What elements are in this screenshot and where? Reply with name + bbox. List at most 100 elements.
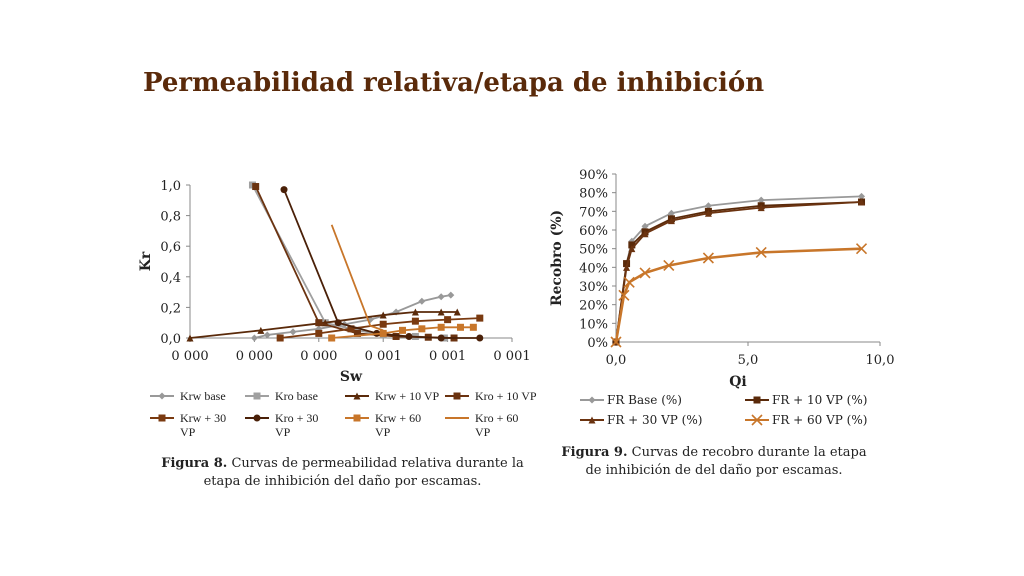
data-point xyxy=(444,316,452,324)
y-tick-label: 1,0 xyxy=(160,179,181,194)
data-point xyxy=(858,198,866,206)
series-4 xyxy=(610,243,868,348)
legend-swatch-marker xyxy=(253,392,261,400)
data-point xyxy=(379,320,387,328)
legend-label: Krw base xyxy=(180,389,226,403)
y-tick-label: 0% xyxy=(587,336,608,351)
legend-label: FR Base (%) xyxy=(607,393,682,407)
legend: Krw base Kro base Krw + 10 VP Kro + 10 VP Kr… xyxy=(150,389,537,439)
y-tick-label: 0,0 xyxy=(160,332,181,347)
data-point xyxy=(704,202,712,210)
figure-8-caption: Figura 8. Curvas de permeabilidad relati… xyxy=(160,455,525,491)
legend-label-line: VP xyxy=(475,425,491,439)
data-point xyxy=(379,329,387,337)
data-point xyxy=(639,267,651,279)
data-point xyxy=(618,289,630,301)
data-point xyxy=(641,222,649,230)
data-point xyxy=(757,204,765,212)
x-tick-label: 0 001 xyxy=(365,349,402,364)
legend-swatch-marker xyxy=(453,392,461,400)
y-tick-label: 50% xyxy=(579,243,608,258)
y-tick-label: 20% xyxy=(579,299,608,314)
series-3 xyxy=(612,198,866,346)
legend-label-line: VP xyxy=(180,425,196,439)
data-point xyxy=(263,331,271,339)
data-point xyxy=(252,183,260,191)
legend-label: Krw + 10 VP xyxy=(375,389,440,403)
figure-9-caption: Figura 9. Curvas de recobro durante la e… xyxy=(555,444,873,480)
y-tick-label: 0,2 xyxy=(160,301,181,316)
series-line xyxy=(254,294,451,339)
legend-label-line: VP xyxy=(375,425,391,439)
data-point xyxy=(476,334,484,342)
legend-label: Kro base xyxy=(275,389,318,403)
legend-label-line: Kro + 60 xyxy=(475,411,518,425)
legend-swatch-marker xyxy=(751,414,763,426)
data-point xyxy=(456,323,464,331)
data-point xyxy=(399,326,407,334)
data-point xyxy=(289,328,297,336)
data-point xyxy=(704,209,712,217)
x-tick-label: 0,0 xyxy=(606,353,627,368)
data-point xyxy=(411,317,419,325)
data-point xyxy=(610,336,622,348)
legend-label-line: VP xyxy=(275,425,291,439)
legend-label: Krw + 30 VP xyxy=(180,411,226,439)
legend-swatch-marker xyxy=(158,414,166,422)
legend-swatch-marker xyxy=(253,414,261,422)
series-5 xyxy=(276,314,484,342)
data-point xyxy=(667,217,675,225)
data-point xyxy=(476,314,484,322)
legend-label: Kro + 10 VP xyxy=(475,389,537,403)
legend-label: Krw + 60 VP xyxy=(375,411,421,439)
series-1 xyxy=(612,192,866,346)
legend-swatch-marker xyxy=(158,392,166,400)
data-point xyxy=(328,334,336,342)
data-point xyxy=(437,308,445,316)
data-point xyxy=(347,325,355,333)
slide-title: Permeabilidad relativa/etapa de inhibici… xyxy=(143,68,765,98)
x-axis-title: Sw xyxy=(340,369,363,385)
y-tick-label: 0,6 xyxy=(160,240,181,255)
data-point xyxy=(315,319,323,327)
figure-8-text: Curvas de permeabilidad relativa durante… xyxy=(203,456,524,489)
legend-label: FR + 10 VP (%) xyxy=(772,393,867,407)
x-axis-title: Qi xyxy=(729,374,747,390)
data-point xyxy=(623,276,635,288)
y-tick-label: 70% xyxy=(579,205,608,220)
y-tick-label: 90% xyxy=(579,168,608,183)
series-7 xyxy=(328,323,477,342)
legend: FR Base (%) FR + 10 VP (%) FR + 30 VP (%) F… xyxy=(580,393,867,427)
data-point xyxy=(186,334,194,342)
data-point xyxy=(755,246,767,258)
x-tick-label: 0 001 xyxy=(493,349,530,364)
x-tick-label: 0 000 xyxy=(171,349,208,364)
y-axis-title: Recobro (%) xyxy=(549,210,565,306)
figure-8-label: Figura 8. xyxy=(161,456,228,471)
legend-label-line: Kro + 30 xyxy=(275,411,318,425)
y-tick-label: 0,8 xyxy=(160,210,181,225)
series-line xyxy=(615,201,862,343)
series-line xyxy=(614,247,862,343)
data-point xyxy=(623,263,631,271)
figure-9-text: Curvas de recobro durante la etapa de in… xyxy=(585,445,867,478)
data-point xyxy=(628,241,636,249)
legend-swatch-marker xyxy=(588,416,596,424)
data-point xyxy=(392,332,400,340)
data-point xyxy=(315,329,323,337)
legend-label: Kro + 60 VP xyxy=(475,411,518,439)
data-point xyxy=(250,334,258,342)
data-point xyxy=(257,326,265,334)
data-point xyxy=(379,311,387,319)
y-tick-label: 80% xyxy=(579,187,608,202)
y-tick-label: 60% xyxy=(579,224,608,239)
y-tick-label: 10% xyxy=(579,317,608,332)
data-point xyxy=(623,260,631,268)
x-tick-label: 5,0 xyxy=(738,353,759,368)
data-point xyxy=(334,319,342,327)
series-line xyxy=(283,189,480,339)
legend-label: Kro + 30 VP xyxy=(275,411,318,439)
legend-label-line: Krw + 60 xyxy=(375,411,421,425)
